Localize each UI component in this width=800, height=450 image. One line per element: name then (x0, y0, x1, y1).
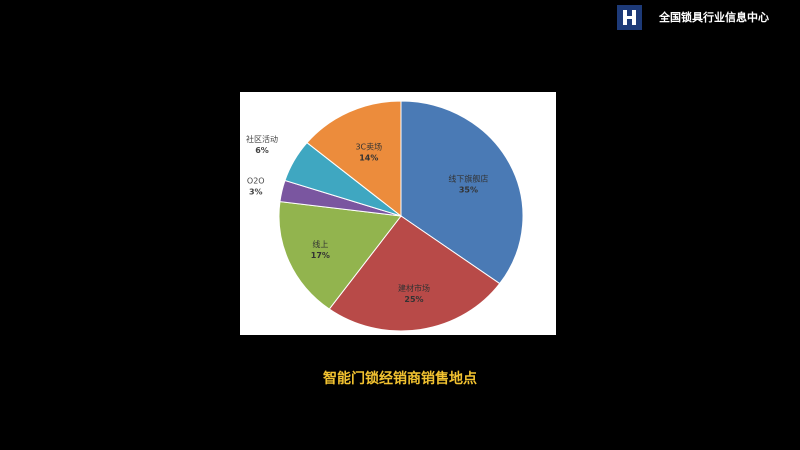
slice-label: 建材市场 (398, 283, 430, 293)
slice-pct: 17% (311, 251, 330, 260)
slice-label: O2O (247, 176, 265, 185)
chart-caption: 智能门锁经销商销售地点 (323, 371, 477, 387)
slice-pct: 6% (255, 146, 269, 155)
slice-pct: 14% (359, 153, 378, 162)
slice-pct: 35% (459, 186, 478, 195)
slice-label: 线上 (312, 239, 328, 249)
slice-label: 社区活动 (246, 134, 278, 144)
pie-slice (400, 100, 524, 285)
slice-pct: 25% (404, 295, 423, 304)
pie-slice (328, 215, 501, 332)
brand-name: 全国锁具行业信息中心 (659, 11, 769, 24)
slice-label: 3C卖场 (355, 142, 382, 151)
slice-pct: 3% (249, 187, 263, 196)
pie-chart: 线下旗舰店 35% 建材市场 25% 线上 17% O2O 3% 社区活动 6% 3C卖场 14% (246, 100, 524, 332)
slice-label: 线下旗舰店 (448, 174, 488, 184)
h-logo-icon (617, 5, 642, 30)
pie-slice (278, 201, 402, 310)
chart-panel: 线下旗舰店 35% 建材市场 25% 线上 17% O2O 3% 社区活动 6% 3C卖场 14% (240, 92, 556, 335)
pie-slice (306, 100, 402, 218)
